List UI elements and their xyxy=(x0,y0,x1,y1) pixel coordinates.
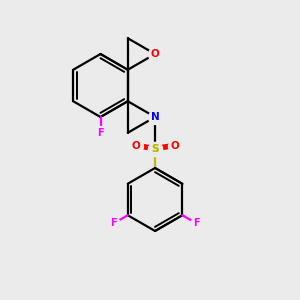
Text: O: O xyxy=(131,140,140,151)
Text: O: O xyxy=(151,49,159,59)
Text: S: S xyxy=(151,143,159,154)
Text: S: S xyxy=(151,143,159,154)
Text: N: N xyxy=(151,112,159,122)
Text: O: O xyxy=(170,140,179,151)
Text: F: F xyxy=(193,218,200,229)
Text: F: F xyxy=(110,218,117,229)
Text: F: F xyxy=(97,128,104,139)
